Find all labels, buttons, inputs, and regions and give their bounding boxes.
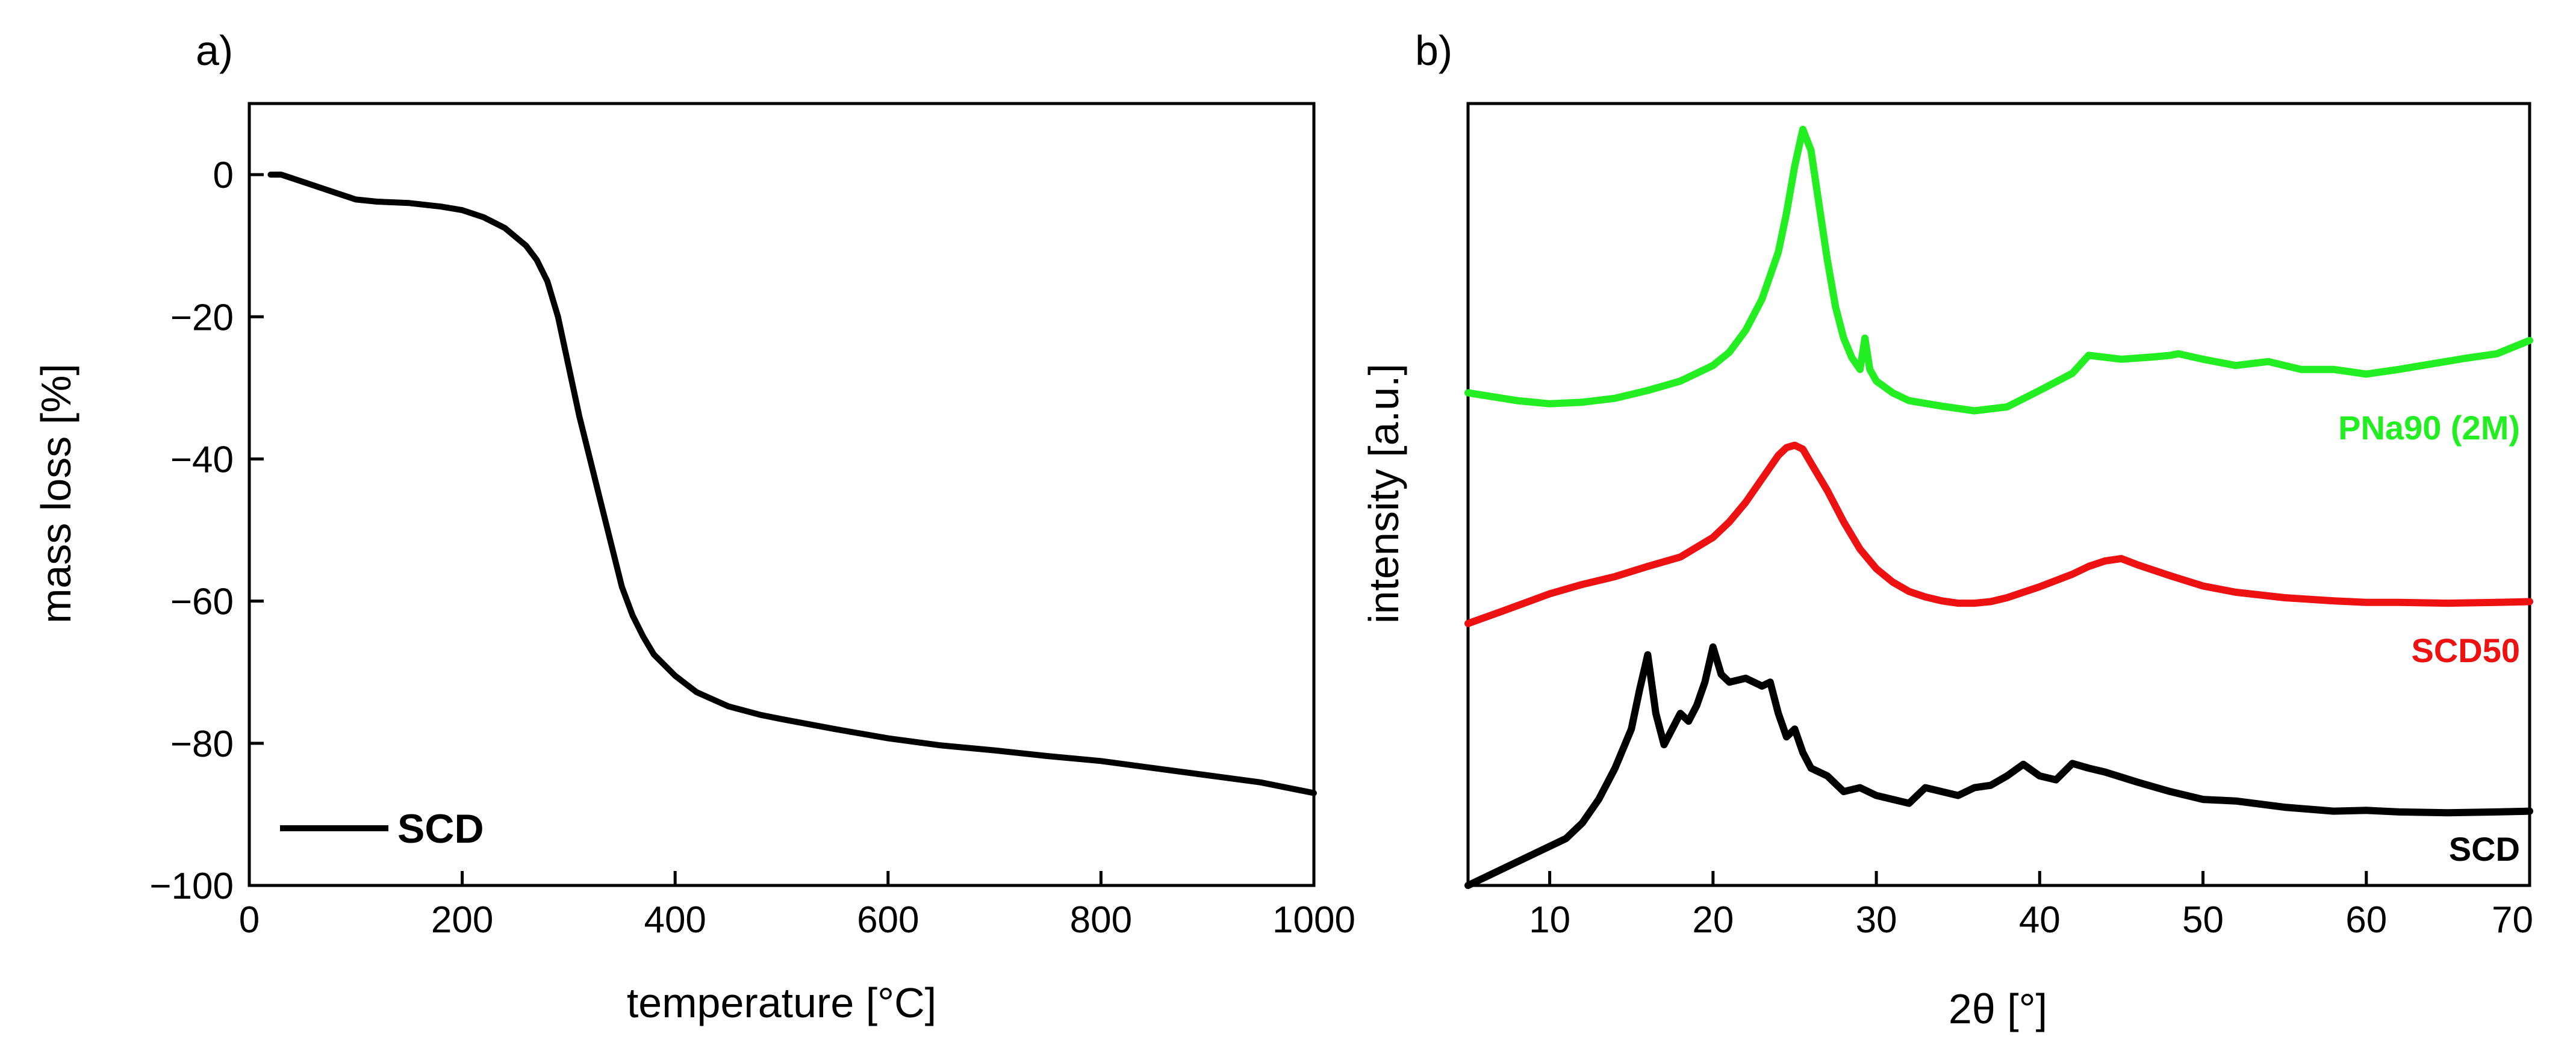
panel-b-series-line-1	[1464, 441, 2533, 627]
panel-b-x-tick-label: 60	[2345, 899, 2387, 941]
panel-a-series-line-scd	[267, 172, 1317, 796]
panel-a-y-tick-label: −100	[149, 866, 234, 907]
panel-a-x-tick-label: 400	[644, 899, 706, 941]
panel-a-x-tick-label: 200	[431, 899, 493, 941]
panel-a-y-tick-label: −80	[170, 724, 234, 765]
panel-b-series-line-2	[1464, 643, 2533, 889]
series-label-pna90: PNa90 (2M)	[2338, 409, 2520, 447]
panel-a-x-tick-label: 1000	[1272, 899, 1355, 941]
panel-a-y-ticks: 0 −20 −40 −60 −80 −100	[149, 155, 264, 907]
panel-a-y-tick-label: −20	[170, 297, 234, 338]
panel-b-x-tick-label: 30	[1856, 899, 1897, 941]
panel-b-x-tick-label: 10	[1529, 899, 1570, 941]
panel-a-plot-frame	[247, 102, 1316, 887]
panel-a-x-tick-label: 800	[1070, 899, 1132, 941]
panel-a-x-tick-label: 0	[239, 899, 260, 941]
panel-b-series-line-0	[1464, 125, 2533, 415]
panel-b-label: b)	[1415, 27, 1452, 74]
panel-a-legend: SCD	[280, 806, 484, 852]
panel-b-x-tick-label: 20	[1692, 899, 1734, 941]
series-label-scd: SCD	[2449, 830, 2520, 868]
panel-a-y-tick-label: −60	[170, 581, 234, 623]
panel-a-x-axis-label: temperature [°C]	[627, 979, 936, 1026]
panel-a-x-ticks: 0 200 400 600 800 1000	[239, 871, 1355, 941]
panel-b-series	[1464, 125, 2533, 889]
panel-b-x-tick-label: 50	[2182, 899, 2224, 941]
panel-a-y-tick-label: 0	[213, 155, 234, 196]
panel-a-mass-loss-chart: a) 0 200 400 600 800 1000 0 −20 −40 −60 −80 −100 t…	[33, 27, 1355, 1026]
panel-b-x-tick-label: 40	[2019, 899, 2061, 941]
panel-b-x-axis-label: 2θ [°]	[1949, 985, 2047, 1032]
panel-a-y-axis-label: mass loss [%]	[33, 364, 79, 624]
panel-a-y-tick-label: −40	[170, 439, 234, 480]
panel-a-x-tick-label: 600	[857, 899, 919, 941]
series-label-scd50: SCD50	[2411, 631, 2520, 669]
panel-a-series	[267, 172, 1317, 796]
panel-a-label: a)	[196, 27, 233, 74]
panel-b-plot-frame	[1466, 102, 2531, 887]
panel-b-xrd-chart: b) 10 20 30 40 50 60 70 2θ [°] intensity [a.u.…	[1360, 27, 2533, 1032]
panel-b-y-axis-label: intensity [a.u.]	[1360, 364, 1407, 624]
panel-b-x-ticks: 10 20 30 40 50 60 70	[1529, 871, 2533, 941]
legend-label-scd: SCD	[397, 806, 484, 852]
panel-b-x-tick-label: 70	[2492, 899, 2533, 941]
